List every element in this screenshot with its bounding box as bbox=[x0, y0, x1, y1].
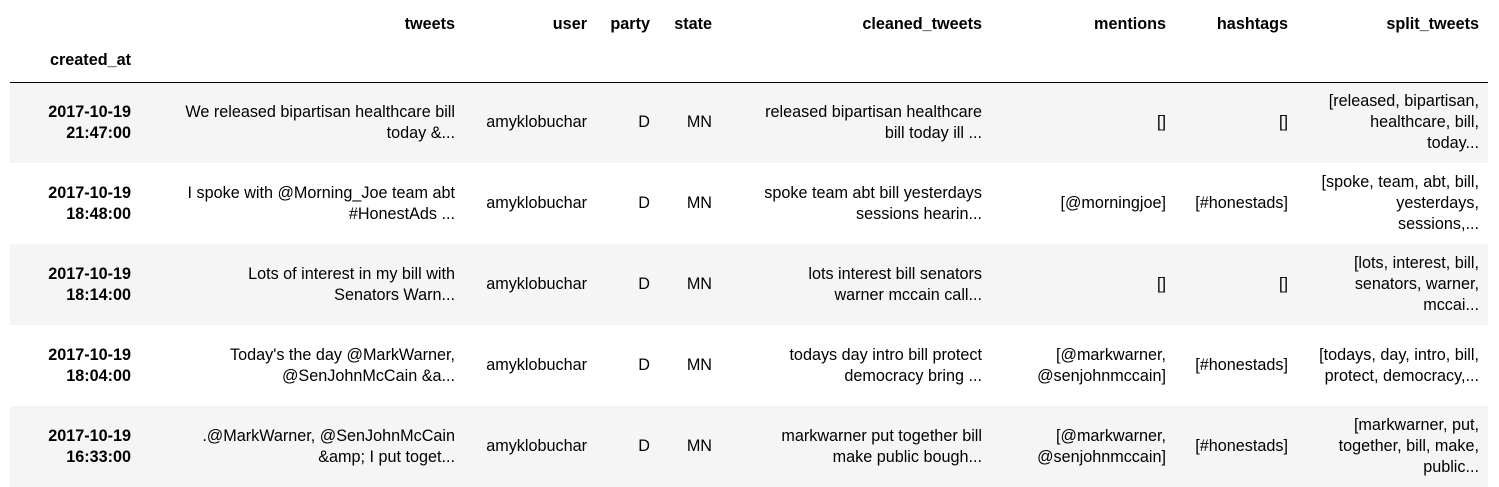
tweets-cell: I spoke with @Morning_Joe team abt #Hones… bbox=[140, 163, 464, 244]
split-tweets-cell: [todays, day, intro, bill, protect, democ… bbox=[1297, 325, 1488, 406]
hashtags-cell: [#honestads] bbox=[1175, 325, 1297, 406]
column-header-split-tweets: split_tweets bbox=[1386, 14, 1479, 33]
mentions-cell: [] bbox=[991, 82, 1175, 163]
state-cell: MN bbox=[659, 325, 721, 406]
column-header-mentions: mentions bbox=[1094, 14, 1166, 33]
column-header-state: state bbox=[674, 14, 712, 33]
index-name-header: created_at bbox=[50, 51, 131, 69]
index-corner-cell bbox=[10, 0, 140, 48]
table-row: 2017-10-19 18:14:00 Lots of interest in m… bbox=[10, 244, 1488, 325]
column-header-user: user bbox=[552, 14, 587, 33]
state-cell: MN bbox=[659, 406, 721, 487]
index-cell: 2017-10-19 18:48:00 bbox=[10, 163, 140, 244]
mentions-cell: [@markwarner, @senjohnmccain] bbox=[991, 325, 1175, 406]
cleaned-tweets-cell: lots interest bill senators warner mccain… bbox=[721, 244, 991, 325]
column-header-tweets: tweets bbox=[404, 14, 455, 33]
index-cell: 2017-10-19 21:47:00 bbox=[10, 82, 140, 163]
mentions-cell: [@markwarner, @senjohnmccain] bbox=[991, 406, 1175, 487]
cleaned-tweets-cell: spoke team abt bill yesterdays sessions h… bbox=[721, 163, 991, 244]
index-name-row: created_at bbox=[10, 48, 1488, 82]
table-row: 2017-10-19 18:04:00 Today's the day @Mark… bbox=[10, 325, 1488, 406]
dataframe-table: tweets user party state cleaned_tweets m… bbox=[10, 0, 1488, 487]
split-tweets-cell: [markwarner, put, together, bill, make, pu… bbox=[1297, 406, 1488, 487]
table-body: 2017-10-19 21:47:00 We released bipartisa… bbox=[10, 82, 1488, 487]
state-cell: MN bbox=[659, 244, 721, 325]
column-header-cleaned-tweets: cleaned_tweets bbox=[862, 14, 982, 33]
index-cell: 2017-10-19 16:33:00 bbox=[10, 406, 140, 487]
party-cell: D bbox=[596, 244, 659, 325]
cleaned-tweets-cell: released bipartisan healthcare bill today… bbox=[721, 82, 991, 163]
user-cell: amyklobuchar bbox=[464, 82, 596, 163]
column-header-row: tweets user party state cleaned_tweets m… bbox=[10, 0, 1488, 48]
user-cell: amyklobuchar bbox=[464, 163, 596, 244]
hashtags-cell: [] bbox=[1175, 82, 1297, 163]
index-cell: 2017-10-19 18:14:00 bbox=[10, 244, 140, 325]
user-cell: amyklobuchar bbox=[464, 244, 596, 325]
party-cell: D bbox=[596, 325, 659, 406]
column-header-hashtags: hashtags bbox=[1216, 14, 1288, 33]
split-tweets-cell: [spoke, team, abt, bill, yesterdays, sessi… bbox=[1297, 163, 1488, 244]
tweets-cell: Lots of interest in my bill with Senators… bbox=[140, 244, 464, 325]
state-cell: MN bbox=[659, 163, 721, 244]
index-cell: 2017-10-19 18:04:00 bbox=[10, 325, 140, 406]
party-cell: D bbox=[596, 406, 659, 487]
tweets-cell: We released bipartisan healthcare bill to… bbox=[140, 82, 464, 163]
party-cell: D bbox=[596, 163, 659, 244]
hashtags-cell: [#honestads] bbox=[1175, 163, 1297, 244]
cleaned-tweets-cell: todays day intro bill protect democracy b… bbox=[721, 325, 991, 406]
tweets-cell: Today's the day @MarkWarner, @SenJohnMcCa… bbox=[140, 325, 464, 406]
split-tweets-cell: [released, bipartisan, healthcare, bill, t… bbox=[1297, 82, 1488, 163]
mentions-cell: [@morningjoe] bbox=[991, 163, 1175, 244]
party-cell: D bbox=[596, 82, 659, 163]
table-row: 2017-10-19 16:33:00 .@MarkWarner, @SenJoh… bbox=[10, 406, 1488, 487]
column-header-party: party bbox=[610, 14, 650, 33]
tweets-cell: .@MarkWarner, @SenJohnMcCain &amp; I put … bbox=[140, 406, 464, 487]
state-cell: MN bbox=[659, 82, 721, 163]
hashtags-cell: [#honestads] bbox=[1175, 406, 1297, 487]
user-cell: amyklobuchar bbox=[464, 325, 596, 406]
split-tweets-cell: [lots, interest, bill, senators, warner, m… bbox=[1297, 244, 1488, 325]
user-cell: amyklobuchar bbox=[464, 406, 596, 487]
table-header: tweets user party state cleaned_tweets m… bbox=[10, 0, 1488, 82]
cleaned-tweets-cell: markwarner put together bill make public … bbox=[721, 406, 991, 487]
hashtags-cell: [] bbox=[1175, 244, 1297, 325]
mentions-cell: [] bbox=[991, 244, 1175, 325]
table-row: 2017-10-19 21:47:00 We released bipartisa… bbox=[10, 82, 1488, 163]
dataframe-output: tweets user party state cleaned_tweets m… bbox=[10, 0, 1488, 487]
table-row: 2017-10-19 18:48:00 I spoke with @Morning… bbox=[10, 163, 1488, 244]
